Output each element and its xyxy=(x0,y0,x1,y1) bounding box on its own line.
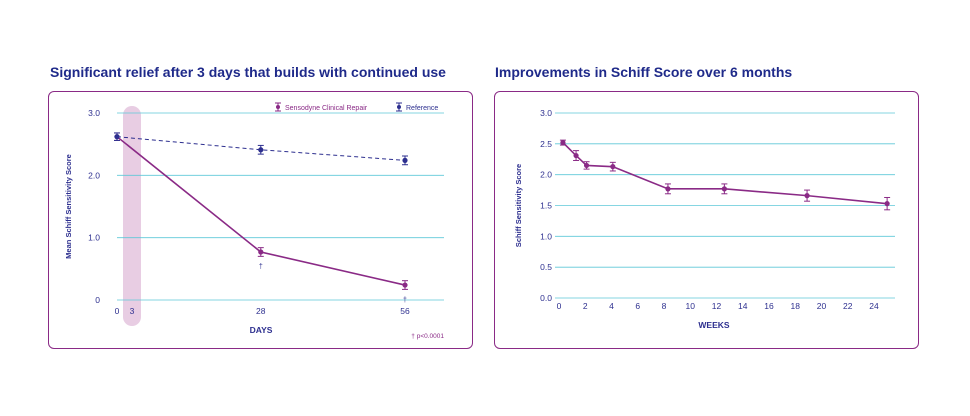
chart2-ytick-label: 2.5 xyxy=(540,139,552,149)
chart2-ytick-label: 0.5 xyxy=(540,262,552,272)
reference-series-point xyxy=(258,147,264,153)
chart2-svg: 0.00.51.01.52.02.53.00 2 4 6 8 10 12 14 16 18 20 22… xyxy=(514,108,895,330)
chart2-xtick-label: 20 xyxy=(817,301,827,311)
chart2-ytick-label: 2.0 xyxy=(540,170,552,180)
chart1-footnote: † p<0.0001 xyxy=(411,333,444,340)
schiff-series-point xyxy=(560,140,566,146)
chart1-y-axis-label: Mean Schiff Sensitivity Score xyxy=(64,154,73,259)
chart2-xtick-label: 2 xyxy=(583,301,588,311)
chart1-xtick-label: 0 xyxy=(115,306,120,316)
chart2-x-axis-label: WEEKS xyxy=(698,320,730,330)
schiff-series-point xyxy=(665,186,671,192)
sensodyne-series-point xyxy=(258,249,264,255)
schiff-series-point xyxy=(721,186,727,192)
chart2-title: Improvements in Schiff Score over 6 mont… xyxy=(495,64,793,80)
chart1-ytick-label: 2.0 xyxy=(88,170,100,180)
chart2-xtick-label: 4 xyxy=(609,301,614,311)
reference-series-line xyxy=(116,136,406,161)
legend-reference-marker xyxy=(397,105,401,109)
legend-reference-label: Reference xyxy=(406,105,438,112)
chart1-x-axis-label: DAYS xyxy=(250,325,273,335)
chart2-xtick-label: 18 xyxy=(791,301,801,311)
chart1-xtick-label: 56 xyxy=(400,306,410,316)
chart2-ytick-label: 1.5 xyxy=(540,201,552,211)
significance-marker: † xyxy=(259,264,263,271)
significance-marker: † xyxy=(403,297,407,304)
chart2-ytick-label: 3.0 xyxy=(540,108,552,118)
schiff-series-point xyxy=(804,193,810,199)
schiff-series-point xyxy=(610,164,616,170)
chart2-xtick-label: 8 xyxy=(662,301,667,311)
reference-series-point xyxy=(114,134,120,140)
chart2-xtick-label: 10 xyxy=(686,301,696,311)
chart2-ytick-label: 1.0 xyxy=(540,231,552,241)
chart2-xtick-label: 0 xyxy=(557,301,562,311)
day3-highlight-band xyxy=(123,106,141,326)
chart2-xtick-label: 22 xyxy=(843,301,853,311)
schiff-series-point xyxy=(884,201,890,207)
chart1-panel: 0 1.0 2.0 3.0 0 3 28 56 DAYS Mean Schiff Sensitiv… xyxy=(48,91,473,349)
chart1-title: Significant relief after 3 days that bui… xyxy=(50,64,446,80)
chart2-y-axis-label: Schiff Sensitivity Score xyxy=(514,164,523,247)
schiff-series-line xyxy=(562,142,888,205)
chart2-panel: 0.0 0.5 1.0 1.5 2.0 2.5 3.0 0 2 4 6 8 10 12 14 16 18 20 22… xyxy=(494,91,919,349)
schiff-series-point xyxy=(573,152,579,159)
chart1-xtick-label: 28 xyxy=(256,306,266,316)
chart2-xtick-label: 14 xyxy=(738,301,748,311)
chart2-xtick-label: 24 xyxy=(869,301,879,311)
chart1-ytick-label: 3.0 xyxy=(88,108,100,118)
chart2-xtick-label: 16 xyxy=(764,301,774,311)
schiff-series-point xyxy=(583,162,590,169)
legend-sensodyne-label: Sensodyne Clinical Repair xyxy=(285,105,368,112)
chart1-xtick-label: 3 xyxy=(130,306,135,316)
chart1-ytick-label: 0 xyxy=(95,295,100,305)
sensodyne-series-point xyxy=(402,282,408,288)
chart2-xtick-label: 12 xyxy=(712,301,722,311)
chart2-ytick-label: 0.0 xyxy=(540,293,552,303)
reference-series-point xyxy=(402,157,408,163)
chart2-xtick-label: 6 xyxy=(635,301,640,311)
legend-sensodyne-marker xyxy=(276,105,280,109)
chart1-ytick-label: 1.0 xyxy=(88,233,100,243)
